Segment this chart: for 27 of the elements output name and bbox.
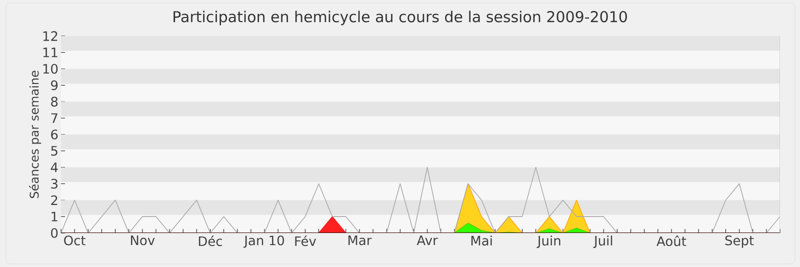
y-tick-label: 12 — [43, 31, 58, 41]
y-tick-label: 5 — [51, 146, 58, 156]
x-tick-label: Avr — [416, 236, 438, 245]
y-tick-label: 3 — [51, 178, 58, 189]
y-tick-label: 8 — [51, 96, 58, 107]
y-tick-label: 0 — [51, 228, 58, 238]
x-tick-label: Mai — [471, 236, 492, 246]
y-tick-label: 1 — [52, 212, 58, 222]
y-tick-label: 10 — [43, 64, 58, 74]
y-axis-title: Séances par semaine — [28, 70, 42, 198]
x-tick-label: Fév — [295, 236, 316, 246]
x-tick-label: Sept — [725, 236, 754, 248]
y-tick-label: 7 — [51, 113, 58, 123]
x-tick-label: Juin — [536, 236, 560, 248]
x-tick-label: Nov — [130, 236, 155, 246]
x-tick-label: Mar — [348, 236, 372, 246]
x-tick-label: Jan 10 — [243, 236, 284, 248]
x-tick-label: Déc — [198, 236, 222, 246]
y-tick-label: 11 — [43, 48, 58, 58]
chart-title: Participation en hemicycle au cours de la session 2009-2010 — [174, 10, 627, 26]
x-tick-label: Oct — [64, 236, 86, 246]
y-tick-label: 6 — [51, 130, 58, 140]
y-tick-label: 2 — [51, 195, 58, 205]
y-tick-label: 9 — [51, 80, 58, 90]
x-tick-label: Juil — [593, 236, 612, 248]
x-tick-label: Août — [656, 236, 686, 246]
y-tick-label: 4 — [50, 162, 58, 172]
